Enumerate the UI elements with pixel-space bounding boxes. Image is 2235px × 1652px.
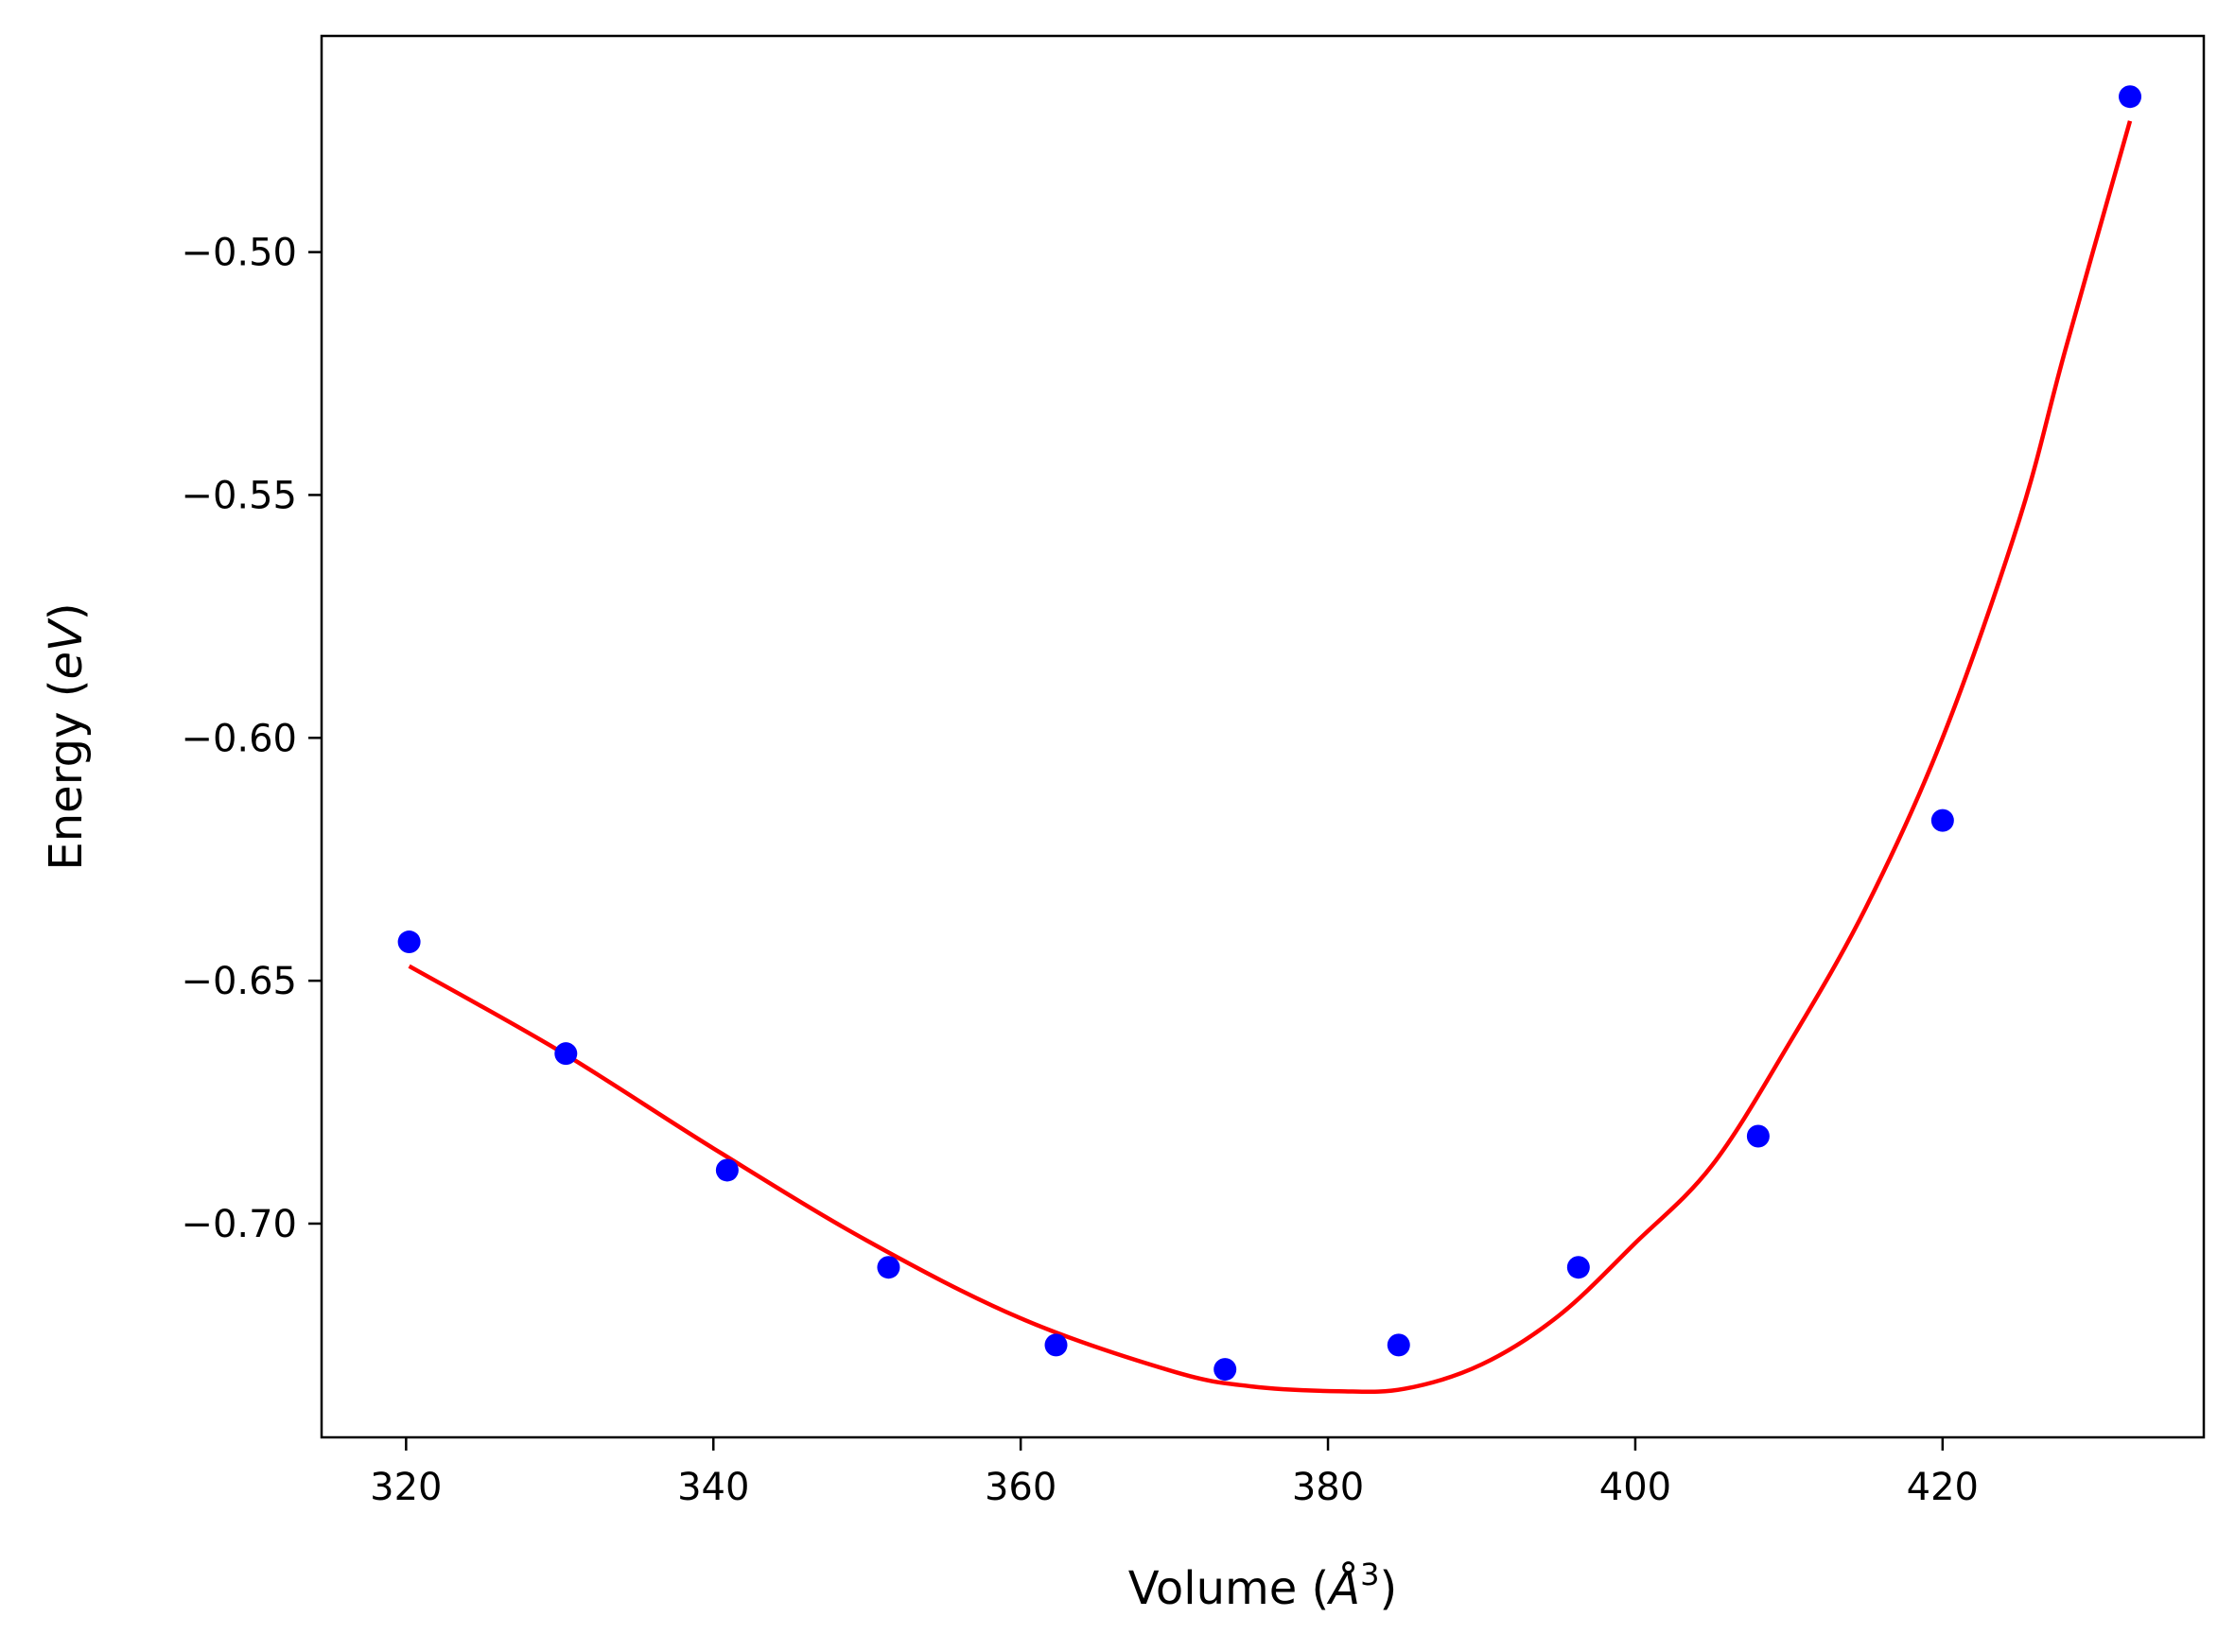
x-tick-label: 420 <box>1907 1466 1979 1509</box>
x-tick-label: 380 <box>1292 1466 1364 1509</box>
data-point <box>877 1256 900 1279</box>
x-tick-label: 320 <box>370 1466 442 1509</box>
y-tick-label: −0.70 <box>181 1203 297 1246</box>
y-tick-label: −0.60 <box>181 717 297 760</box>
y-tick-label: −0.50 <box>181 232 297 275</box>
data-point <box>1566 1256 1590 1279</box>
x-tick-label: 400 <box>1599 1466 1671 1509</box>
axes-frame <box>320 34 2206 1439</box>
data-point <box>1930 809 1954 832</box>
y-axis-label: Energy (eV) <box>40 602 93 870</box>
x-tick-label: 340 <box>677 1466 749 1509</box>
data-point <box>554 1042 578 1066</box>
data-point <box>1214 1358 1237 1382</box>
plot-area <box>397 85 2142 1395</box>
data-point <box>397 930 421 954</box>
y-tick-label: −0.55 <box>181 474 297 517</box>
x-axis-label: Volume (Å3) <box>1128 1556 1397 1615</box>
axis-ticks: 320 340 360 380 400 420 −0.50 −0.55 −0.60 −0.65 −0… <box>181 232 1979 1509</box>
data-point <box>1044 1333 1068 1357</box>
data-point <box>1746 1124 1770 1148</box>
data-point <box>2119 85 2142 109</box>
data-point <box>1387 1333 1410 1357</box>
data-point <box>715 1158 739 1182</box>
x-tick-label: 360 <box>985 1466 1056 1509</box>
fit-curve-line <box>408 120 2133 1395</box>
y-tick-label: −0.65 <box>181 960 297 1003</box>
